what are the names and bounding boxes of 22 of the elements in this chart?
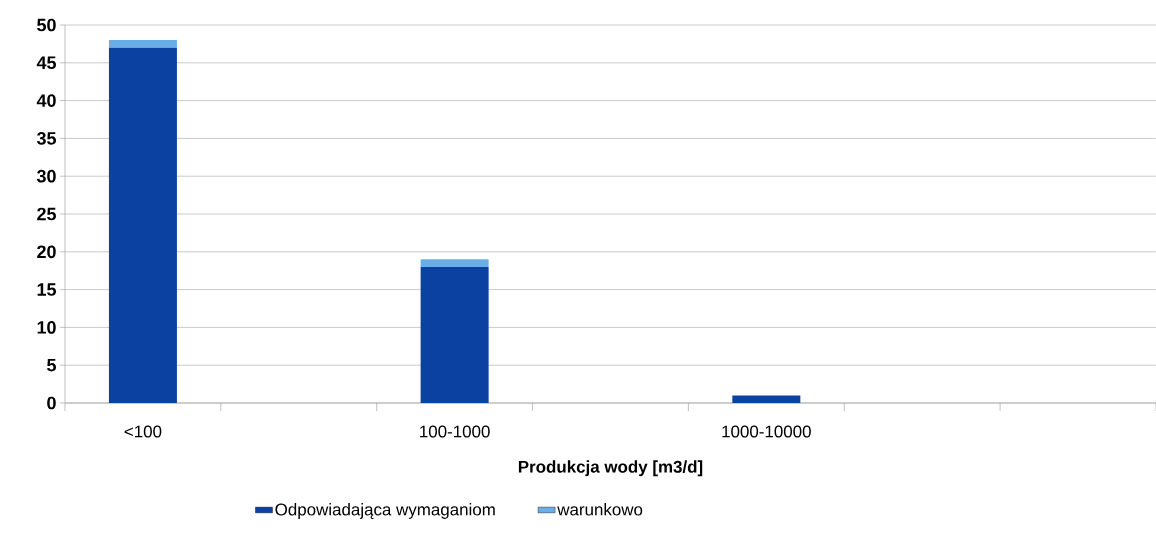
y-tick-label: 10: [37, 321, 56, 334]
bar: [108, 47, 177, 403]
y-tick-label: 45: [36, 56, 56, 70]
bar: [420, 266, 489, 403]
y-tick-label: 0: [47, 396, 56, 410]
x-tick-label: 1000-10000: [722, 425, 811, 438]
y-tick-label: 35: [36, 132, 56, 145]
x-axis-title: Produkcja wody [m3/d]: [518, 460, 703, 477]
y-tick-label: 25: [37, 207, 56, 221]
bar: [420, 259, 489, 267]
x-tick-label: <100: [124, 425, 162, 438]
y-tick-label: 40: [36, 94, 56, 107]
legend-label: Odpowiadająca wymaganiom: [275, 503, 495, 519]
y-tick-label: 30: [36, 169, 56, 183]
legend-label: warunkowo: [557, 503, 643, 516]
y-tick-label: 15: [37, 283, 56, 296]
y-tick-label: 20: [37, 245, 56, 259]
bar: [732, 395, 801, 403]
x-tick-label: 100-1000: [420, 425, 490, 438]
y-tick-label: 5: [47, 358, 56, 372]
y-tick-label: 50: [37, 18, 56, 32]
bar: [108, 40, 177, 48]
